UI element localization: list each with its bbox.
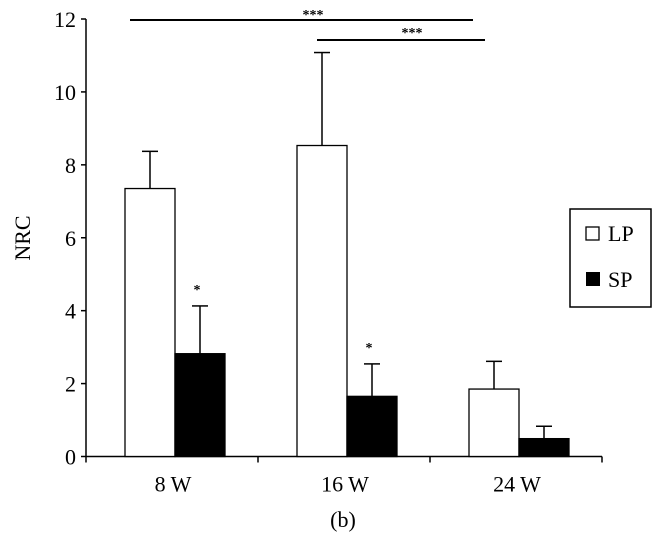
legend-swatch-lp [585, 226, 600, 241]
y-axis-label: NRC [10, 215, 35, 260]
y-tick-label: 0 [65, 445, 76, 470]
y-tick-label: 4 [65, 299, 76, 324]
y-tick-label: 10 [54, 80, 76, 105]
bar-sp [346, 395, 398, 458]
figure-caption: (b) [330, 507, 356, 532]
x-tick-label: 16 W [321, 472, 369, 497]
legend-swatch-sp [586, 272, 600, 286]
bar-sp [518, 437, 570, 458]
significance-label: *** [303, 8, 324, 23]
y-tick-label: 6 [65, 226, 76, 251]
x-tick-label: 8 W [155, 472, 192, 497]
y-tick-label: 2 [65, 372, 76, 397]
y-axis: 0 2 4 6 8 10 12 [54, 7, 87, 470]
significance-star: * [194, 283, 201, 298]
bar-lp [124, 187, 176, 458]
significance-star: * [366, 341, 373, 356]
x-tick-label: 24 W [493, 472, 541, 497]
significance-label: *** [402, 26, 423, 41]
legend: LP SP [569, 208, 652, 308]
legend-label-lp: LP [608, 221, 634, 246]
y-tick-label: 12 [54, 7, 76, 32]
bar-sp [174, 353, 226, 458]
y-tick-label: 8 [65, 153, 76, 178]
bars: ** [124, 51, 570, 458]
x-axis: 8 W 16 W 24 W [85, 455, 603, 497]
significance-brackets: *** *** [130, 8, 485, 41]
bar-lp [468, 388, 520, 458]
bar-lp [296, 144, 348, 458]
legend-label-sp: SP [608, 267, 632, 292]
